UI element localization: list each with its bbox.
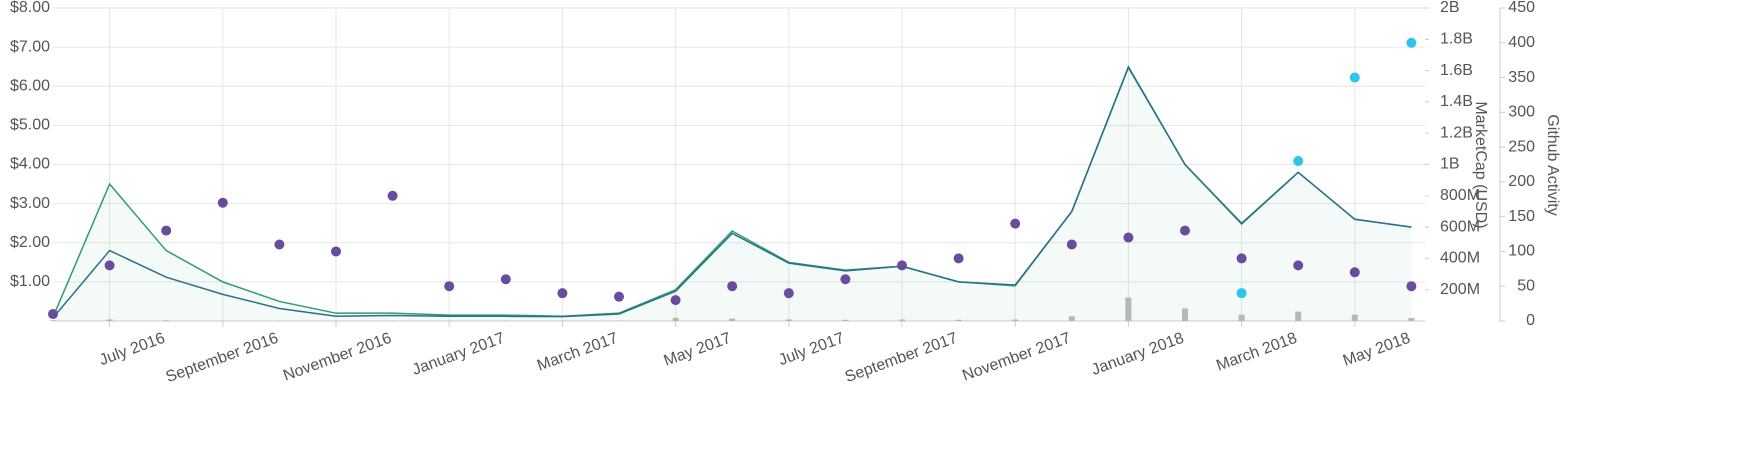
x-tick-label: September 2016	[164, 330, 281, 386]
y-tick-label: $7.00	[10, 38, 50, 55]
data-point	[444, 281, 454, 291]
data-point	[161, 226, 171, 236]
data-point	[614, 292, 624, 302]
data-point	[1237, 253, 1247, 263]
data-point	[1293, 156, 1303, 166]
data-point	[274, 239, 284, 249]
y3-tick-label: 300	[1508, 104, 1535, 121]
y-tick-label: $3.00	[10, 195, 50, 212]
x-tick-label: September 2017	[843, 330, 960, 386]
y2-tick-label: 1.2B	[1440, 124, 1473, 141]
y3-axis-title: Github Activity	[1544, 114, 1561, 215]
data-point	[218, 198, 228, 208]
y-tick-label: $4.00	[10, 156, 50, 173]
data-point	[48, 309, 58, 319]
data-point	[501, 274, 511, 284]
y2-tick-label: 800M	[1440, 187, 1480, 204]
x-tick-label: July 2016	[97, 330, 167, 369]
x-tick-label: July 2017	[776, 330, 846, 369]
data-point	[1180, 226, 1190, 236]
data-point	[105, 260, 115, 270]
y2-tick-label: 2B	[1440, 0, 1460, 16]
y3-tick-label: 450	[1508, 0, 1535, 16]
x-tick-label: March 2018	[1214, 330, 1299, 375]
y2-tick-label: 1B	[1440, 156, 1460, 173]
x-tick-label: January 2017	[410, 330, 507, 379]
y-tick-label: $8.00	[10, 0, 50, 16]
data-point	[388, 191, 398, 201]
y-tick-label: $6.00	[10, 77, 50, 94]
data-point	[1350, 267, 1360, 277]
x-tick-label: November 2016	[281, 330, 394, 385]
y3-tick-label: 0	[1526, 312, 1535, 329]
y2-tick-label: 200M	[1440, 281, 1480, 298]
data-point	[1406, 38, 1416, 48]
data-point	[1237, 288, 1247, 298]
y2-tick-label: 1.4B	[1440, 93, 1473, 110]
y3-tick-label: 400	[1508, 34, 1535, 51]
y3-tick-label: 150	[1508, 208, 1535, 225]
y2-tick-label: 600M	[1440, 218, 1480, 235]
y3-tick-label: 100	[1508, 243, 1535, 260]
x-tick-label: January 2018	[1089, 330, 1186, 379]
y3-tick-label: 50	[1517, 277, 1535, 294]
y2-axis-title: MarketCap (USD)	[1472, 101, 1489, 228]
data-point	[1350, 73, 1360, 83]
y-tick-label: $2.00	[10, 234, 50, 251]
x-tick-label: March 2017	[535, 330, 620, 375]
data-point	[1293, 260, 1303, 270]
data-point	[671, 295, 681, 305]
y3-tick-label: 350	[1508, 69, 1535, 86]
x-tick-label: May 2017	[662, 330, 734, 370]
data-point	[1123, 233, 1133, 243]
y2-tick-label: 400M	[1440, 250, 1480, 267]
data-point	[557, 288, 567, 298]
data-point	[897, 260, 907, 270]
data-point	[784, 288, 794, 298]
x-tick-label: November 2017	[960, 330, 1073, 385]
y2-tick-label: 1.6B	[1440, 62, 1473, 79]
data-point	[1406, 281, 1416, 291]
y2-tick-label: 1.8B	[1440, 31, 1473, 48]
y-tick-label: $5.00	[10, 117, 50, 134]
data-point	[840, 274, 850, 284]
data-point	[1010, 219, 1020, 229]
x-tick-label: May 2018	[1341, 330, 1413, 370]
y3-tick-label: 250	[1508, 138, 1535, 155]
data-point	[1067, 239, 1077, 249]
y-tick-label: $1.00	[10, 273, 50, 290]
data-point	[331, 246, 341, 256]
y3-tick-label: 200	[1508, 173, 1535, 190]
data-point	[954, 253, 964, 263]
data-point	[727, 281, 737, 291]
